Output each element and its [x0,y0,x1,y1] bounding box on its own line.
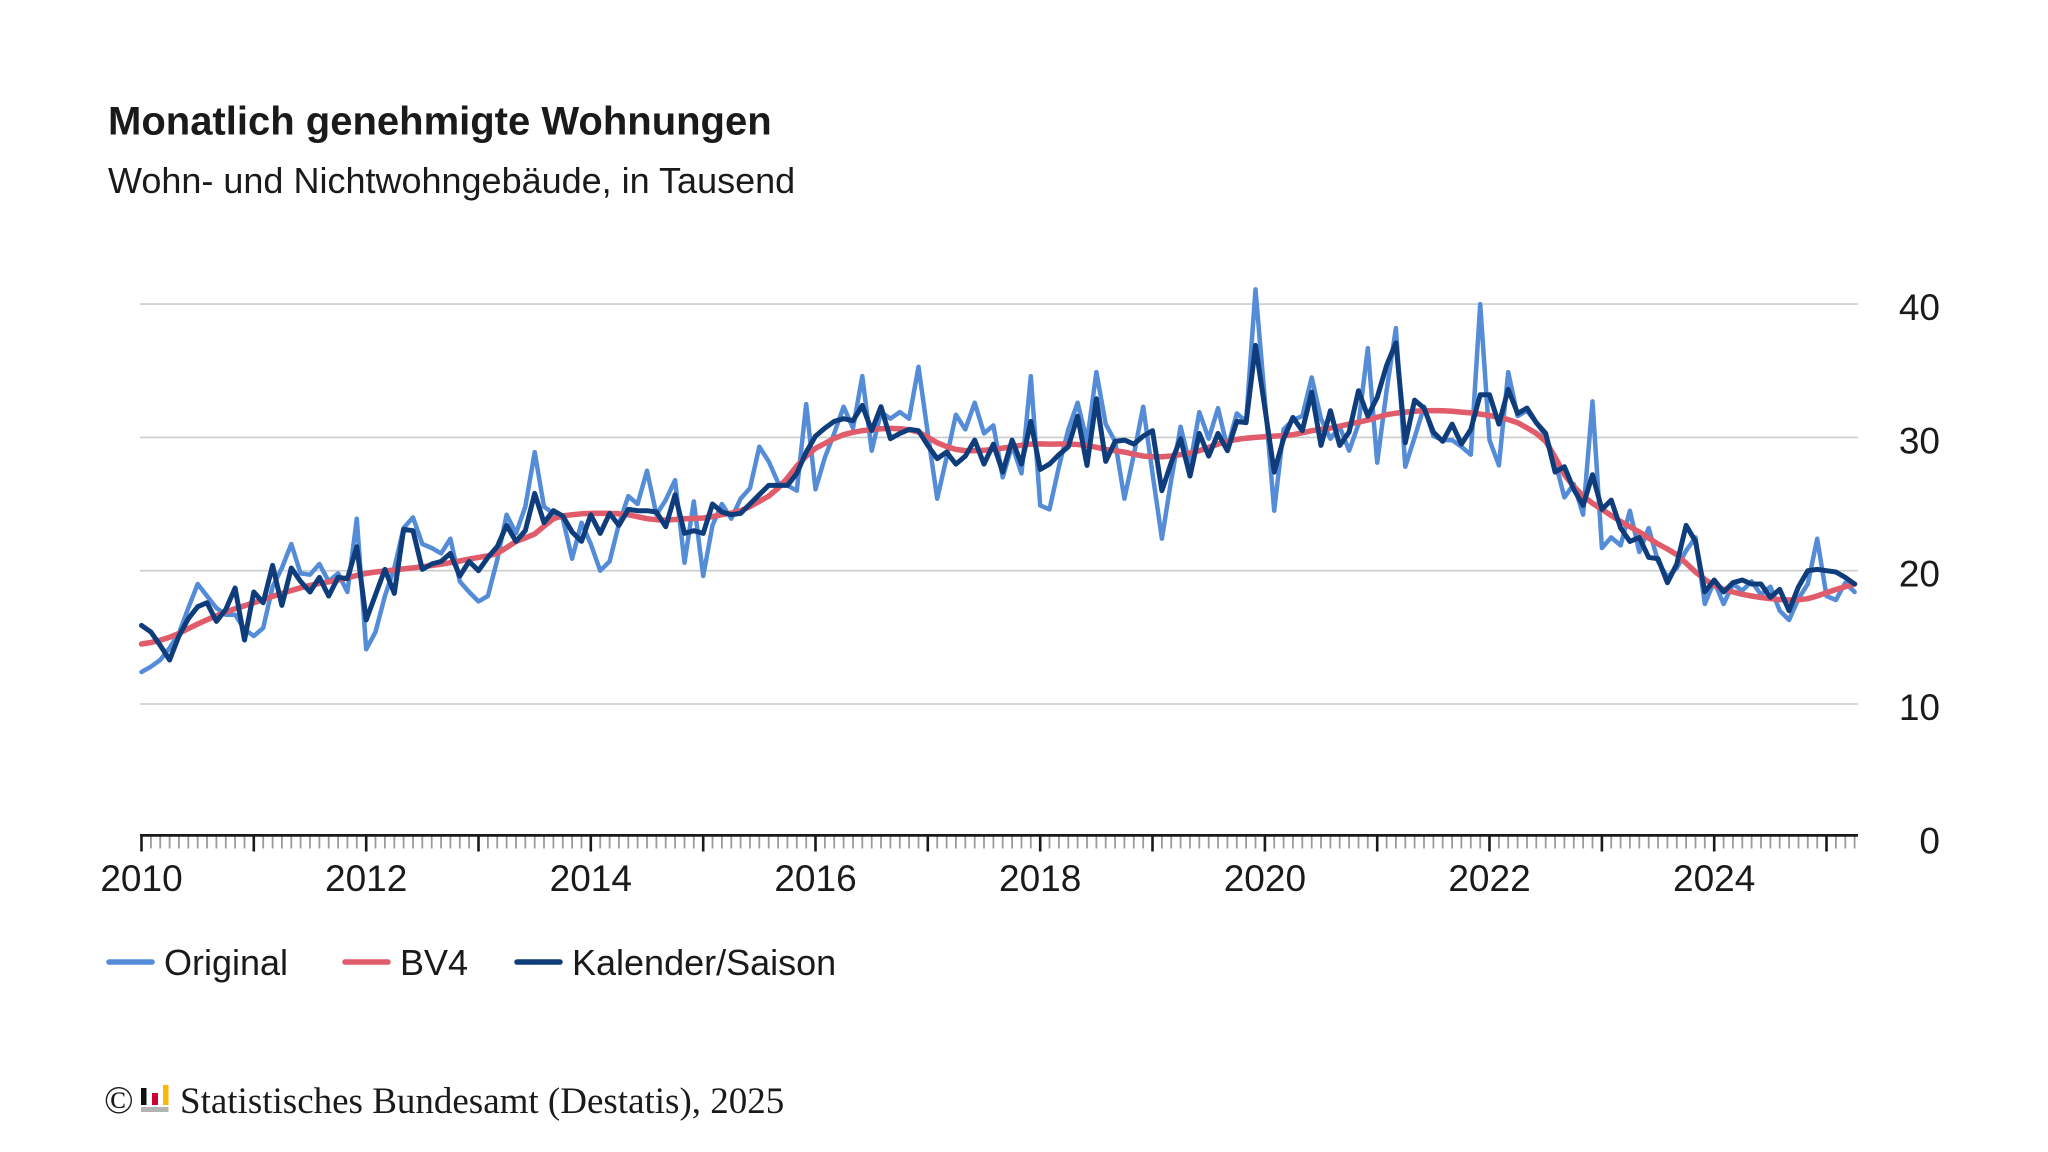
svg-text:Wohn- und Nichtwohngebäude, in: Wohn- und Nichtwohngebäude, in Tausend [108,160,795,201]
svg-text:Statistisches Bundesamt (Desta: Statistisches Bundesamt (Destatis), 2025 [180,1081,784,1122]
svg-text:20: 20 [1899,554,1940,595]
svg-text:30: 30 [1899,420,1940,461]
svg-text:Original: Original [164,942,288,983]
svg-text:BV4: BV4 [400,942,468,983]
svg-text:Kalender/Saison: Kalender/Saison [572,942,836,983]
svg-text:40: 40 [1899,287,1940,328]
svg-text:2020: 2020 [1224,858,1306,899]
svg-text:Monatlich genehmigte Wohnungen: Monatlich genehmigte Wohnungen [108,100,772,144]
svg-text:0: 0 [1919,820,1940,861]
svg-text:2018: 2018 [999,858,1081,899]
svg-text:2014: 2014 [550,858,632,899]
svg-text:2012: 2012 [325,858,407,899]
svg-text:2010: 2010 [100,858,182,899]
svg-text:2024: 2024 [1673,858,1755,899]
svg-text:©: © [104,1079,134,1122]
svg-text:10: 10 [1899,687,1940,728]
svg-text:2016: 2016 [774,858,856,899]
svg-text:2022: 2022 [1448,858,1530,899]
